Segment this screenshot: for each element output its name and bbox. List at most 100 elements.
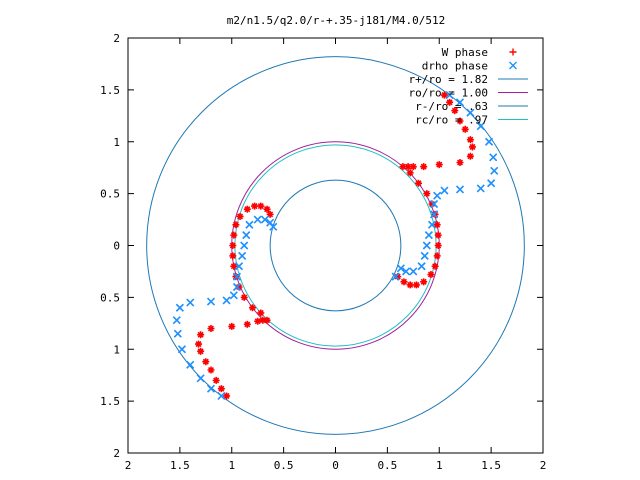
data-point (404, 163, 412, 171)
data-point (427, 220, 437, 229)
legend-label: drho phase (422, 60, 488, 73)
data-point (431, 262, 439, 270)
x-tick-label: 2 (540, 459, 547, 472)
data-point (232, 221, 240, 229)
data-point (236, 212, 244, 220)
data-point (417, 262, 426, 271)
data-point (242, 231, 251, 240)
y-tick-label: 2 (113, 32, 120, 45)
data-point (427, 271, 435, 279)
x-tick-label: 0.5 (377, 459, 397, 472)
data-point (269, 222, 278, 231)
data-point (466, 136, 474, 144)
x-tick-label: 1 (436, 459, 443, 472)
data-point (245, 220, 254, 229)
data-point (228, 322, 236, 330)
y-tick-label: 0.5 (100, 188, 120, 201)
data-point (440, 91, 448, 99)
data-point (207, 366, 215, 374)
legend-label: r-/ro = .63 (415, 100, 488, 113)
data-point (175, 303, 184, 312)
data-point (197, 347, 205, 355)
data-point (466, 152, 474, 160)
data-point (257, 309, 265, 317)
data-point (177, 345, 187, 354)
data-point (456, 159, 464, 166)
data-point (476, 122, 485, 131)
data-point (409, 267, 418, 276)
data-point (243, 320, 251, 328)
data-point (424, 231, 433, 240)
y-tick-label: 2 (113, 447, 120, 460)
data-point (420, 163, 428, 171)
data-point (455, 185, 465, 194)
x-tick-label: 1 (228, 459, 235, 472)
data-point (251, 202, 259, 210)
data-point (391, 272, 400, 281)
data-point (423, 190, 431, 198)
y-tick-label: 1.5 (100, 84, 120, 97)
data-point (235, 283, 243, 291)
legend-label: rc/ro = .97 (415, 114, 488, 127)
y-tick-label: 1 (113, 136, 120, 149)
data-point (446, 98, 454, 106)
data-point (238, 251, 247, 260)
data-point (223, 392, 231, 400)
data-point (466, 108, 475, 117)
data-point (396, 264, 405, 273)
data-point (490, 166, 499, 175)
chart-title: m2/n1.5/q2.0/r-+.35-j181/M4.0/512 (227, 14, 446, 27)
legend-label: ro/ro = 1.00 (409, 87, 488, 100)
data-point (206, 297, 216, 306)
data-point (230, 231, 238, 239)
data-point (406, 169, 414, 177)
data-point (434, 242, 442, 249)
data-point (433, 252, 441, 260)
data-point (230, 262, 238, 270)
data-point (406, 281, 414, 289)
data-point (173, 329, 182, 338)
data-point (263, 205, 271, 213)
data-point (257, 202, 265, 210)
data-point (422, 241, 431, 250)
w-phase-series (195, 91, 476, 400)
y-tick-label: 0 (113, 240, 120, 253)
y-axis: 2 1.5 1 0.5 0 0.5 1 1.5 2 (100, 32, 543, 460)
data-point (487, 179, 496, 188)
data-point (232, 272, 242, 281)
data-point (433, 221, 441, 229)
data-point (240, 293, 248, 301)
data-point (401, 267, 411, 276)
data-point (222, 296, 231, 305)
legend-marker (509, 48, 517, 56)
data-point (207, 325, 215, 332)
data-point (212, 376, 220, 384)
drho-phase-series (172, 90, 499, 401)
data-point (206, 384, 216, 393)
data-point (249, 304, 256, 312)
data-point (229, 252, 237, 260)
data-point (254, 317, 262, 325)
x-tick-label: 0.5 (274, 459, 294, 472)
data-point (234, 262, 244, 271)
y-tick-label: 0.5 (100, 291, 120, 304)
data-point (461, 125, 469, 133)
data-point (468, 143, 476, 151)
data-point (229, 242, 237, 249)
y-tick-label: 1.5 (100, 395, 120, 408)
data-point (195, 340, 203, 348)
data-point (260, 215, 270, 224)
data-point (476, 184, 485, 193)
data-point (186, 360, 195, 369)
x-tick-label: 1.5 (170, 459, 190, 472)
data-point (217, 385, 225, 393)
data-point (266, 210, 274, 218)
data-point (197, 331, 205, 339)
data-point (412, 281, 420, 289)
data-point (400, 278, 408, 286)
data-point (232, 282, 242, 292)
data-point (409, 163, 417, 171)
data-point (229, 291, 238, 300)
legend-marker (509, 61, 517, 70)
